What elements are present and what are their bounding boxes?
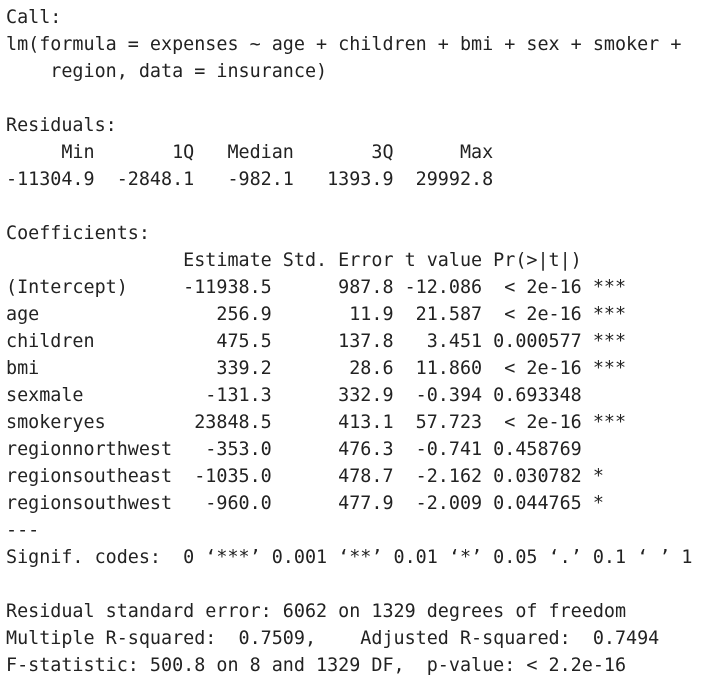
coef-row-regionsoutheast: regionsoutheast -1035.0 478.7 -2.162 0.0… — [6, 466, 627, 487]
r-squared: Multiple R-squared: 0.7509, Adjusted R-s… — [6, 628, 671, 649]
coef-row-regionnorthwest: regionnorthwest -353.0 476.3 -0.741 0.45… — [6, 439, 627, 460]
coefficients-column-header: Estimate Std. Error t value Pr(>|t|) — [6, 250, 627, 271]
coef-row-age: age 256.9 11.9 21.587 < 2e-16 *** — [6, 304, 627, 325]
signif-codes: Signif. codes: 0 ‘***’ 0.001 ‘**’ 0.01 ‘… — [6, 547, 693, 568]
residuals-header: Residuals: — [6, 115, 117, 136]
residual-standard-error: Residual standard error: 6062 on 1329 de… — [6, 601, 627, 622]
call-header: Call: — [6, 7, 62, 28]
coefficients-header: Coefficients: — [6, 223, 150, 244]
blank-line — [6, 85, 722, 112]
coef-row-bmi: bmi 339.2 28.6 11.860 < 2e-16 *** — [6, 358, 627, 379]
call-line-1: lm(formula = expenses ~ age + children +… — [6, 34, 682, 55]
coef-row-smokeryes: smokeryes 23848.5 413.1 57.723 < 2e-16 *… — [6, 412, 627, 433]
f-statistic: F-statistic: 500.8 on 8 and 1329 DF, p-v… — [6, 655, 627, 676]
residuals-values: -11304.9 -2848.1 -982.1 1393.9 29992.8 — [6, 169, 505, 190]
blank-line — [6, 193, 722, 220]
coef-row-intercept: (Intercept) -11938.5 987.8 -12.086 < 2e-… — [6, 277, 627, 298]
separator: --- — [6, 520, 40, 541]
blank-line — [6, 571, 722, 598]
coef-row-sexmale: sexmale -131.3 332.9 -0.394 0.693348 — [6, 385, 627, 406]
residuals-column-header: Min 1Q Median 3Q Max — [6, 142, 505, 163]
call-line-2: region, data = insurance) — [6, 61, 328, 82]
coef-row-children: children 475.5 137.8 3.451 0.000577 *** — [6, 331, 627, 352]
coef-row-regionsouthwest: regionsouthwest -960.0 477.9 -2.009 0.04… — [6, 493, 627, 514]
